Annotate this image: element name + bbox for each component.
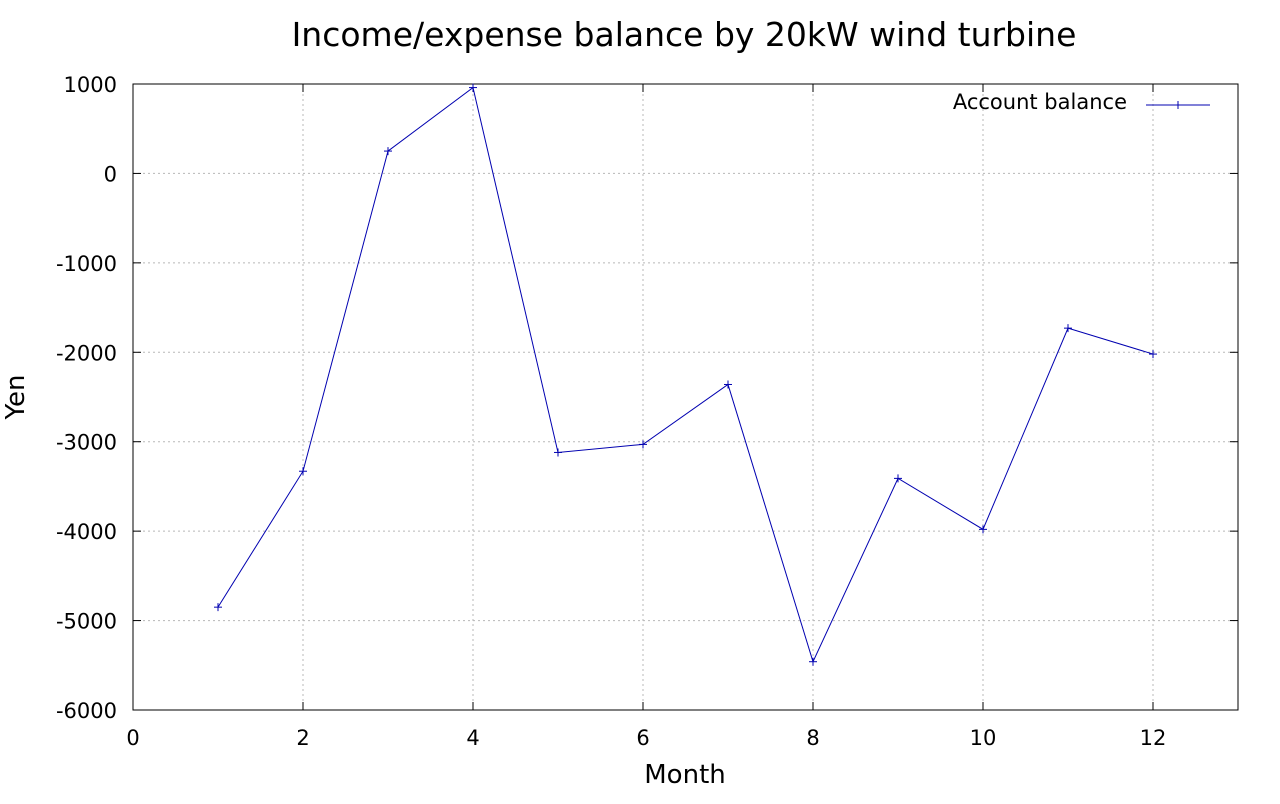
data-point-marker bbox=[214, 603, 222, 612]
x-tick-label: 10 bbox=[970, 726, 997, 750]
y-tick-label: -5000 bbox=[56, 610, 117, 634]
data-point-marker bbox=[554, 448, 562, 457]
y-tick-label: -1000 bbox=[56, 252, 117, 276]
chart-title: Income/expense balance by 20kW wind turb… bbox=[292, 15, 1077, 54]
data-point-marker bbox=[724, 380, 732, 389]
y-tick-label: -6000 bbox=[56, 699, 117, 723]
y-axis-label: Yen bbox=[1, 375, 31, 421]
y-tick-label: -3000 bbox=[56, 431, 117, 455]
x-tick-label: 6 bbox=[636, 726, 649, 750]
data-point-marker bbox=[894, 474, 902, 483]
data-point-marker bbox=[979, 525, 987, 534]
series-group bbox=[214, 83, 1157, 666]
plot-frame bbox=[132, 83, 1239, 711]
gridlines bbox=[133, 84, 1238, 710]
x-tick-label: 12 bbox=[1140, 726, 1167, 750]
legend-label: Account balance bbox=[953, 90, 1127, 114]
data-point-marker bbox=[809, 657, 817, 666]
legend: Account balance bbox=[953, 90, 1210, 114]
y-tick-label: 0 bbox=[104, 162, 117, 186]
y-tick-label: -2000 bbox=[56, 341, 117, 365]
data-point-marker bbox=[299, 467, 307, 476]
data-point-marker bbox=[384, 147, 392, 156]
data-point-marker bbox=[469, 83, 477, 92]
y-tick-label: -4000 bbox=[56, 520, 117, 544]
data-point-marker bbox=[639, 440, 647, 449]
x-tick-label: 2 bbox=[296, 726, 309, 750]
axis-ticks: 0 2 4 6 8 10 12 1000 0 -1000 -2000 -3000 -4000 -5000 -… bbox=[56, 73, 1238, 750]
y-tick-label: 1000 bbox=[64, 73, 117, 97]
series-line bbox=[217, 86, 1154, 664]
data-point-marker bbox=[1149, 350, 1157, 359]
data-point-marker bbox=[1064, 324, 1072, 333]
x-axis-label: Month bbox=[644, 760, 726, 790]
x-tick-label: 0 bbox=[126, 726, 139, 750]
x-tick-label: 4 bbox=[466, 726, 479, 750]
x-tick-label: 8 bbox=[806, 726, 819, 750]
